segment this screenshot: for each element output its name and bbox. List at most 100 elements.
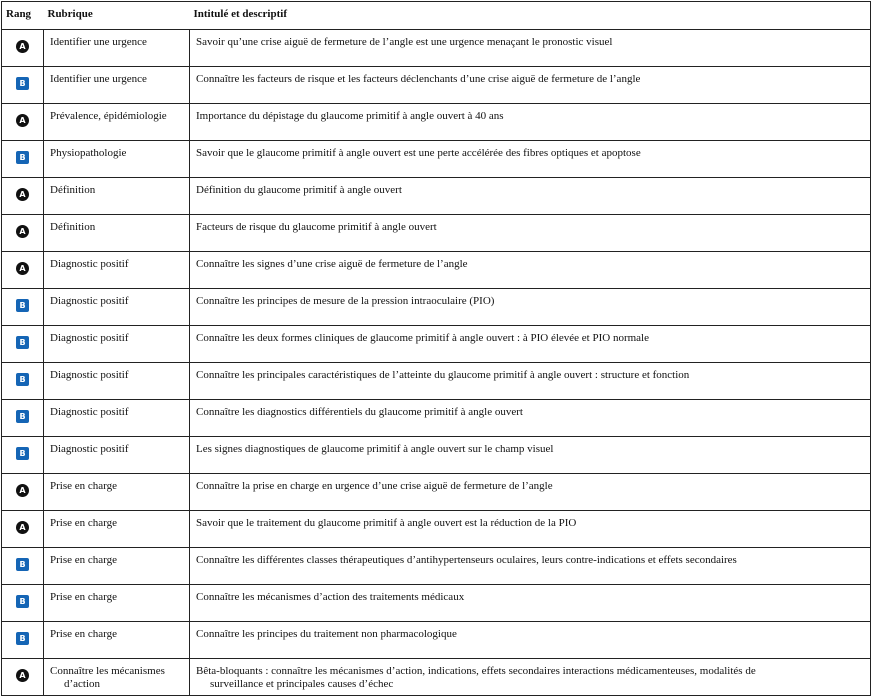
descriptif-text: Connaître les différentes classes thérap…	[196, 554, 737, 566]
rang-cell: A	[1, 473, 44, 511]
header-rang: Rang	[1, 1, 44, 30]
descriptif-text: Connaître les principes du traitement no…	[196, 628, 457, 640]
descriptif-text: Définition du glaucome primitif à angle …	[196, 184, 402, 196]
descriptif-cell: Connaître les mécanismes d’action des tr…	[189, 584, 871, 622]
rang-cell: A	[1, 251, 44, 289]
descriptif-cell: Connaître les principes de mesure de la …	[189, 288, 871, 326]
rang-cell: B	[1, 436, 44, 474]
descriptif-cell: Connaître les deux formes cliniques de g…	[189, 325, 871, 363]
rubrique-cell: Prise en charge	[43, 473, 190, 511]
rubrique-text: Prise en charge	[50, 517, 117, 529]
rang-b-badge-icon: B	[16, 151, 29, 164]
rubrique-text: Diagnostic positif	[50, 406, 129, 418]
rubrique-text: Diagnostic positif	[50, 369, 129, 381]
table-row: B Prise en charge Connaître les différente…	[1, 547, 871, 585]
rubrique-cell: Diagnostic positif	[43, 325, 190, 363]
rubrique-cell: Connaître les mécanismes d’action	[43, 658, 190, 696]
rubrique-text: Prise en charge	[50, 554, 117, 566]
rang-a-badge-icon: A	[16, 262, 29, 275]
descriptif-cell: Connaître les principes du traitement no…	[189, 621, 871, 659]
rubrique-text: Prise en charge	[50, 628, 117, 640]
rang-cell: B	[1, 547, 44, 585]
descriptif-text: Bêta-bloquants : connaître les mécanisme…	[196, 665, 756, 677]
descriptif-cell: Connaître les principales caractéristiqu…	[189, 362, 871, 400]
rubrique-cell: Diagnostic positif	[43, 399, 190, 437]
descriptif-text: Connaître les deux formes cliniques de g…	[196, 332, 649, 344]
header-row: Rang Rubrique Intitulé et descriptif	[1, 1, 871, 30]
descriptif-cell: Importance du dépistage du glaucome prim…	[189, 103, 871, 141]
rubrique-cell: Diagnostic positif	[43, 288, 190, 326]
table-row: B Diagnostic positif Connaître les deux fo…	[1, 325, 871, 363]
rang-cell: A	[1, 103, 44, 141]
rang-a-badge-icon: A	[16, 114, 29, 127]
descriptif-text: Les signes diagnostiques de glaucome pri…	[196, 443, 554, 455]
rang-cell: B	[1, 325, 44, 363]
table-row: B Diagnostic positif Les signes diagnostiq…	[1, 436, 871, 474]
rubrique-text-cont: d’action	[64, 678, 101, 690]
table-row: A Prise en charge Connaître la prise en ch…	[1, 473, 871, 511]
descriptif-text: Connaître les principales caractéristiqu…	[196, 369, 690, 381]
rubrique-text: Identifier une urgence	[50, 36, 147, 48]
rubrique-cell: Diagnostic positif	[43, 436, 190, 474]
rang-cell: B	[1, 362, 44, 400]
descriptif-cell: Savoir que le traitement du glaucome pri…	[189, 510, 871, 548]
table-row: B Identifier une urgence Connaître les fac…	[1, 66, 871, 104]
descriptif-text: Importance du dépistage du glaucome prim…	[196, 110, 504, 122]
rang-cell: B	[1, 584, 44, 622]
table-row: B Diagnostic positif Connaître les princip…	[1, 288, 871, 326]
rubrique-text: Prévalence, épidémiologie	[50, 110, 167, 122]
rang-a-badge-icon: A	[16, 669, 29, 682]
descriptif-text: Connaître les signes d’une crise aiguë d…	[196, 258, 468, 270]
table-row: B Diagnostic positif Connaître les diagnos…	[1, 399, 871, 437]
descriptif-text: Connaître les facteurs de risque et les …	[196, 73, 641, 85]
rubrique-cell: Prévalence, épidémiologie	[43, 103, 190, 141]
descriptif-cell: Connaître les signes d’une crise aiguë d…	[189, 251, 871, 289]
rang-cell: B	[1, 66, 44, 104]
rubrique-text: Connaître les mécanismes	[50, 665, 165, 677]
descriptif-text: Connaître les diagnostics différentiels …	[196, 406, 523, 418]
rang-cell: B	[1, 288, 44, 326]
descriptif-cell: Bêta-bloquants : connaître les mécanisme…	[189, 658, 871, 696]
rang-cell: A	[1, 177, 44, 215]
descriptif-text: Facteurs de risque du glaucome primitif …	[196, 221, 437, 233]
rang-cell: A	[1, 510, 44, 548]
rang-b-badge-icon: B	[16, 447, 29, 460]
rubrique-cell: Identifier une urgence	[43, 29, 190, 67]
rubrique-cell: Diagnostic positif	[43, 362, 190, 400]
descriptif-text: Savoir qu’une crise aiguë de fermeture d…	[196, 36, 613, 48]
rang-b-badge-icon: B	[16, 558, 29, 571]
descriptif-cell: Savoir qu’une crise aiguë de fermeture d…	[189, 29, 871, 67]
descriptif-text-cont: surveillance et principales causes d’éch…	[210, 678, 394, 690]
table-row: A Définition Facteurs de risque du glaucom…	[1, 214, 871, 252]
descriptif-cell: Facteurs de risque du glaucome primitif …	[189, 214, 871, 252]
rubrique-cell: Identifier une urgence	[43, 66, 190, 104]
table-row: B Diagnostic positif Connaître les princip…	[1, 362, 871, 400]
rubrique-cell: Prise en charge	[43, 547, 190, 585]
descriptif-text: Connaître la prise en charge en urgence …	[196, 480, 553, 492]
descriptif-text: Connaître les principes de mesure de la …	[196, 295, 495, 307]
descriptif-text: Savoir que le traitement du glaucome pri…	[196, 517, 577, 529]
rubrique-text: Physiopathologie	[50, 147, 127, 159]
rubrique-cell: Prise en charge	[43, 584, 190, 622]
rubrique-text: Identifier une urgence	[50, 73, 147, 85]
table-row: A Connaître les mécanismes d’action Bêta-bl…	[1, 658, 871, 696]
rang-cell: B	[1, 399, 44, 437]
rang-b-badge-icon: B	[16, 632, 29, 645]
rubrique-text: Diagnostic positif	[50, 443, 129, 455]
table-row: B Prise en charge Connaître les mécanismes…	[1, 584, 871, 622]
rang-b-badge-icon: B	[16, 299, 29, 312]
table-row: A Prévalence, épidémiologie Importance du …	[1, 103, 871, 141]
descriptif-text: Connaître les mécanismes d’action des tr…	[196, 591, 465, 603]
rang-b-badge-icon: B	[16, 595, 29, 608]
rubrique-text: Diagnostic positif	[50, 295, 129, 307]
header-rubrique: Rubrique	[43, 1, 190, 30]
rang-a-badge-icon: A	[16, 521, 29, 534]
table-row: B Physiopathologie Savoir que le glaucome …	[1, 140, 871, 178]
table-row: A Diagnostic positif Connaître les signes …	[1, 251, 871, 289]
table-row: A Identifier une urgence Savoir qu’une cri…	[1, 29, 871, 67]
descriptif-cell: Les signes diagnostiques de glaucome pri…	[189, 436, 871, 474]
table-row: A Prise en charge Savoir que le traitement…	[1, 510, 871, 548]
rang-b-badge-icon: B	[16, 410, 29, 423]
header-descriptif: Intitulé et descriptif	[189, 1, 871, 30]
